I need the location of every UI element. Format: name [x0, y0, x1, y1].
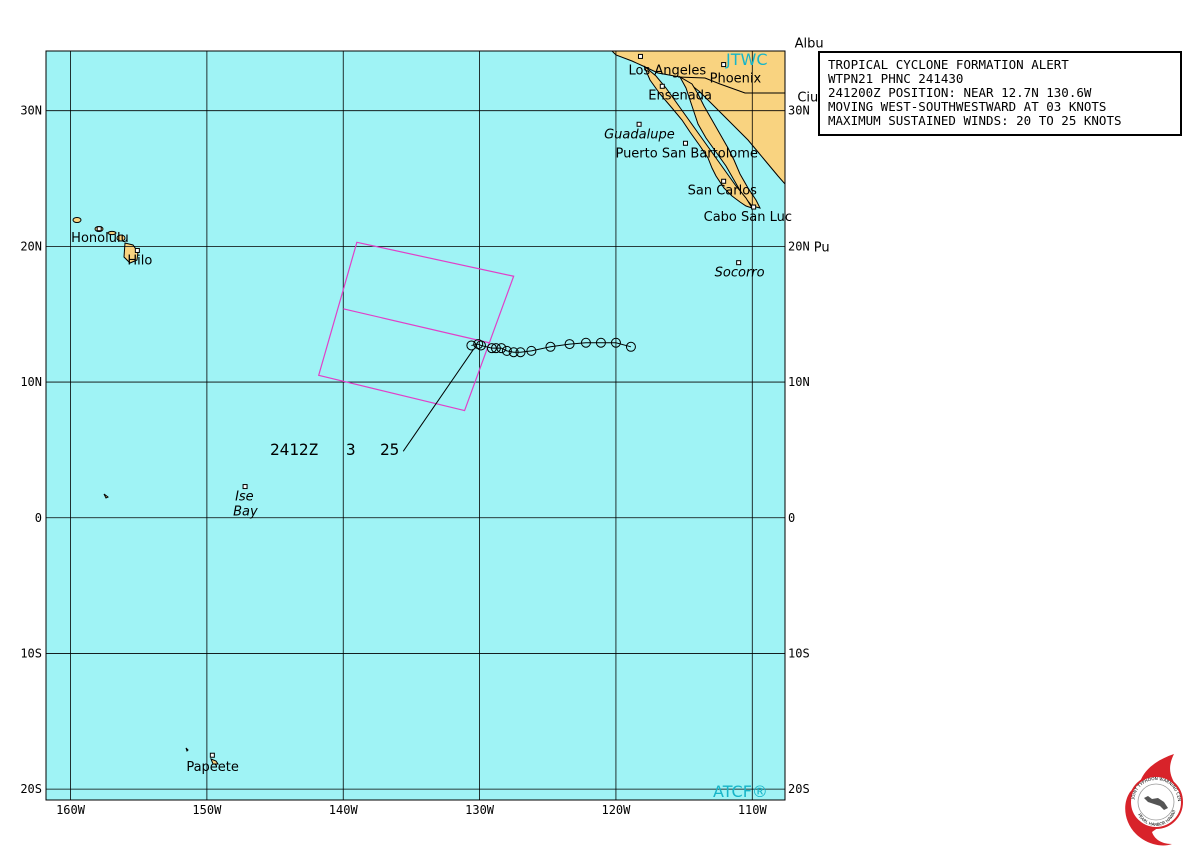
- lon-tick-140W: 140W: [329, 803, 359, 817]
- track-point-4: [564, 339, 575, 350]
- island-speck: [185, 747, 189, 752]
- place-marker-puerto-san-bartolome: [682, 140, 688, 146]
- place-label-albu: Albu: [795, 37, 824, 52]
- track-point-1: [610, 337, 621, 348]
- land-baja-california: [678, 75, 761, 209]
- lat-tick-left-10N: 10N: [20, 375, 42, 389]
- island-maui: [116, 234, 126, 242]
- lat-tick-right-20N: 20N: [788, 239, 810, 253]
- lat-tick-right-0: 0: [788, 511, 795, 525]
- jtwc-brand: JTWC: [725, 50, 767, 69]
- place-marker-phoenix: [721, 62, 727, 68]
- alert-title: TROPICAL CYCLONE FORMATION ALERT: [828, 57, 1069, 72]
- alert-box-midline: [343, 308, 490, 344]
- place-label-papeete: Papeete: [186, 760, 239, 775]
- place-marker-ensenada: [659, 83, 665, 89]
- lon-tick-130W: 130W: [465, 803, 495, 817]
- place-label-san-carlos: San Carlos: [688, 183, 758, 198]
- place-labels: Los AngelesPhoenixAlbuCiudaEnsenadaGuada…: [71, 37, 834, 776]
- lon-tick-150W: 150W: [192, 803, 222, 817]
- island-hawaii: [123, 242, 139, 264]
- track-point-0: [625, 341, 636, 352]
- place-label-pu: Pu: [814, 240, 830, 255]
- lat-tick-right-30N: 30N: [788, 104, 810, 118]
- track-point-6: [526, 345, 537, 356]
- track-point-11: [490, 343, 501, 354]
- track-point-14: [473, 339, 484, 350]
- land-north-america: [611, 51, 785, 185]
- place-markers: [96, 53, 757, 758]
- track-point-8: [508, 347, 519, 358]
- track-point-7: [515, 347, 526, 358]
- place-label-ise: Ise: [235, 490, 254, 505]
- track-point-5: [545, 341, 556, 352]
- place-marker-hilo: [134, 247, 140, 253]
- alert-message-id: WTPN21 PHNC 241430: [828, 71, 964, 86]
- track-point-2: [595, 337, 606, 348]
- island-equator: [103, 493, 109, 499]
- axis-labels: 160W 150W 140W 130W 120W 110W 30N 30N 20N 20N 10N 1…: [20, 104, 809, 817]
- place-label-guadalupe: Guadalupe: [604, 127, 675, 142]
- lon-tick-120W: 120W: [601, 803, 631, 817]
- lat-tick-left-20N: 20N: [20, 239, 42, 253]
- lat-tick-right-10N: 10N: [788, 375, 810, 389]
- advisory-leader-line: [402, 349, 474, 452]
- place-label-cabo-san-luc: Cabo San Luc: [704, 210, 792, 225]
- track-point-3: [580, 337, 591, 348]
- place-marker-cabo-san-luc: [751, 204, 757, 210]
- land-baja-peninsula-west: [643, 65, 754, 209]
- place-label-socorro: Socorro: [715, 266, 765, 281]
- advisory-speed: 3: [346, 440, 356, 459]
- lat-tick-right-10S: 10S: [788, 646, 810, 660]
- lat-tick-left-20S: 20S: [20, 782, 42, 796]
- place-marker-los-angeles: [637, 53, 643, 59]
- island-kauai: [72, 217, 82, 223]
- atcf-brand: ATCF®: [713, 782, 768, 801]
- lat-lon-grid: [46, 51, 785, 800]
- track-point-13: [475, 340, 486, 351]
- lat-tick-left-0: 0: [35, 511, 42, 525]
- track-point-9: [501, 345, 512, 356]
- place-label-bay: Bay: [233, 504, 258, 519]
- place-label-honolulu: Honolulu: [71, 231, 129, 246]
- map-frame: [45, 50, 786, 801]
- place-marker-guadalupe: [636, 121, 642, 127]
- advisory-time: 2412Z: [270, 440, 319, 459]
- place-label-los-angeles: Los Angeles: [628, 63, 706, 78]
- lat-tick-left-30N: 30N: [20, 104, 42, 118]
- alert-movement: MOVING WEST-SOUTHWESTWARD AT 03 KNOTS: [828, 99, 1107, 114]
- advisory-wind: 25: [380, 440, 399, 459]
- island-tahiti: [210, 758, 219, 765]
- place-marker-honolulu: [96, 226, 102, 232]
- alert-box-outline: [317, 241, 515, 412]
- lon-tick-160W: 160W: [56, 803, 86, 817]
- track-point-15: [466, 340, 477, 351]
- jtwc-seal-logo: JOINT TYPHOON WARNING CENTER PEARL HARBO…: [1116, 752, 1183, 846]
- storm-track-points: [466, 337, 636, 358]
- lat-tick-left-10S: 10S: [20, 646, 42, 660]
- track-point-10: [496, 343, 507, 354]
- place-label-puerto-san-bartolome: Puerto San Bartolome: [615, 146, 757, 161]
- alert-position: 241200Z POSITION: NEAR 12.7N 130.6W: [828, 85, 1092, 100]
- lon-tick-110W: 110W: [738, 803, 768, 817]
- lat-tick-right-20S: 20S: [788, 782, 810, 796]
- storm-track-line: [471, 342, 632, 353]
- alert-winds: MAXIMUM SUSTAINED WINDS: 20 TO 25 KNOTS: [828, 113, 1122, 128]
- place-marker-socorro: [736, 260, 742, 266]
- seal-islands-icon: [1144, 796, 1168, 810]
- track-point-12: [486, 343, 497, 354]
- border-us-mexico: [677, 76, 785, 94]
- place-label-phoenix: Phoenix: [710, 72, 762, 87]
- tcfa-alert-area: [317, 241, 515, 412]
- place-marker-san-carlos: [721, 178, 727, 184]
- place-label-hilo: Hilo: [127, 253, 152, 268]
- alert-info-box: TROPICAL CYCLONE FORMATION ALERT WTPN21 …: [818, 51, 1182, 136]
- place-marker-papeete: [209, 752, 215, 758]
- ocean-area: [46, 51, 785, 800]
- place-marker-ise: [242, 484, 248, 490]
- place-label-ensenada: Ensenada: [648, 88, 712, 103]
- island-molokai: [107, 230, 117, 236]
